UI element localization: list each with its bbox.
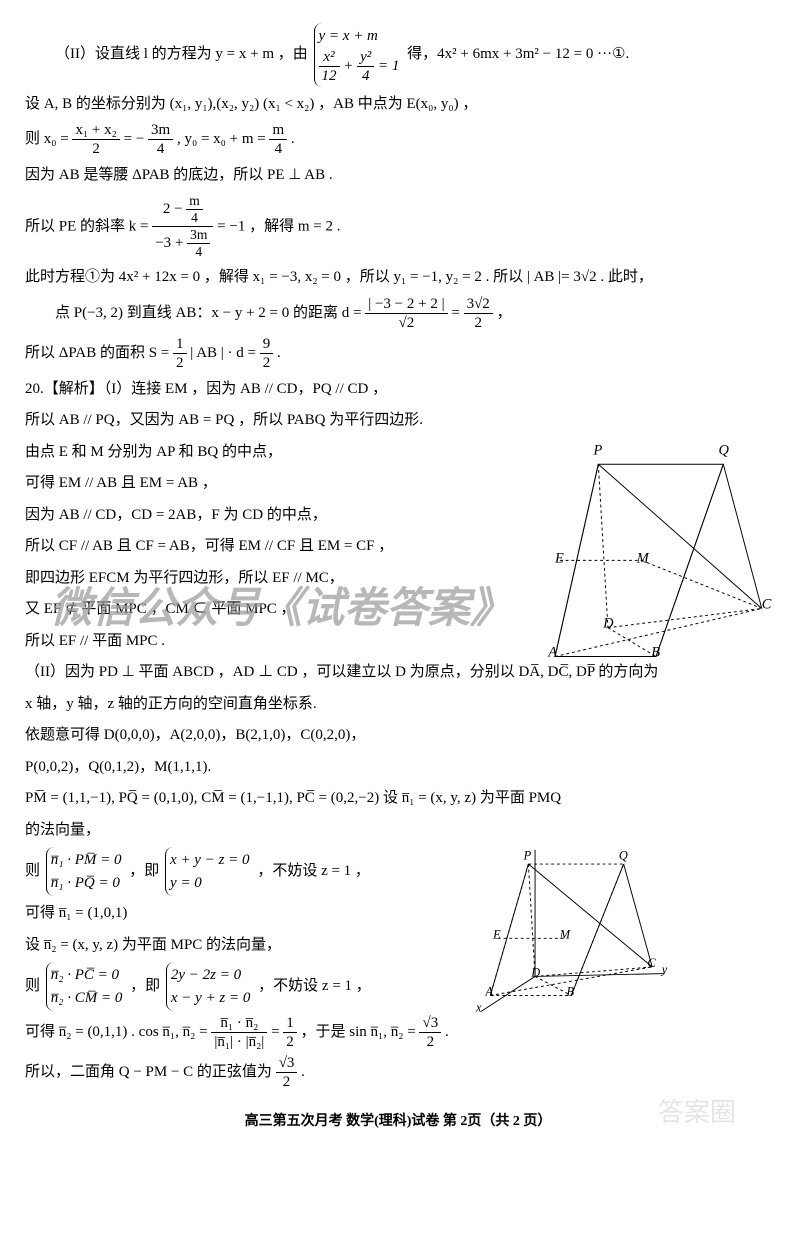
line-pe-slope: 所以 PE 的斜率 k = 2 − m4 −3 + 3m4 = −1 ，解得 m… xyxy=(25,193,771,261)
line-n2setup: 设 n̅₂ = (x, y, z) 为平面 MPC 的法向量， xyxy=(25,931,771,960)
line-p10: 由点 E 和 M 分别为 AP 和 BQ 的中点， xyxy=(25,438,771,467)
line-system-n1: 则 n̅₁ · PM̅ = 0 n̅₁ · PQ̅ = 0 ，即 x + y −… xyxy=(25,847,771,896)
line-p19: 依题意可得 D(0,0,0)，A(2,0,0)，B(2,1,0)，C(0,2,0… xyxy=(25,721,771,750)
line-p18: x 轴，y 轴，z 轴的正方向的空间直角坐标系. xyxy=(25,690,771,719)
line-coords: 设 A, B 的坐标分别为 (x₁, y₁),(x₂, y₂) (x₁ < x₂… xyxy=(25,90,771,119)
line-n1: 可得 n̅₁ = (1,0,1) xyxy=(25,899,771,928)
line-p15: 又 EF ⊄ 平面 MPC ，CM ⊂ 平面 MPC ， xyxy=(25,595,771,624)
line-area: 所以 ΔPAB 的面积 S = 12 | AB | · d = 92 . xyxy=(25,335,771,372)
line-II-intro: （II）设直线 l 的方程为 y = x + m ，由 y = x + m x²… xyxy=(25,23,771,87)
line-p17: （II）因为 PD ⊥ 平面 ABCD ，AD ⊥ CD ，可以建立以 D 为原… xyxy=(25,658,771,687)
line-final: 所以，二面角 Q − PM − C 的正弦值为 √32 . xyxy=(25,1054,771,1091)
line-p12: 因为 AB // CD，CD = 2AB，F 为 CD 的中点， xyxy=(25,501,771,530)
page-footer: 高三第五次月考 数学(理科)试卷 第 2页（共 2 页） xyxy=(25,1109,771,1136)
line-p22: 的法向量， xyxy=(25,816,771,845)
line-solve: 此时方程①为 4x² + 12x = 0 ，解得 x₁ = −3, x₂ = 0… xyxy=(25,263,771,292)
line-p14: 即四边形 EFCM 为平行四边形，所以 EF // MC， xyxy=(25,564,771,593)
line-p9: 所以 AB // PQ，又因为 AB = PQ ，所以 PABQ 为平行四边形. xyxy=(25,406,771,435)
line-x0: 则 x₀ = x₁ + x₂2 = − 3m4 , y₀ = x₀ + m = … xyxy=(25,121,771,158)
line-system-n2: 则 n̅₂ · PC̅ = 0 n̅₂ · CM̅ = 0 ，即 2y − 2z… xyxy=(25,962,771,1011)
line-p11: 可得 EM // AB 且 EM = AB ， xyxy=(25,469,771,498)
line-isoceles: 因为 AB 是等腰 ΔPAB 的底边，所以 PE ⊥ AB . xyxy=(25,161,771,190)
q20-header: 20.【解析】（I）连接 EM ，因为 AB // CD，PQ // CD ， xyxy=(25,375,771,404)
line-p21: PM̅ = (1,1,−1), PQ̅ = (0,1,0), CM̅ = (1,… xyxy=(25,784,771,813)
line-cos: 可得 n̅₂ = (0,1,1) . cos n̅₁, n̅₂ = n̅₁ · … xyxy=(25,1014,771,1051)
line-p13: 所以 CF // AB 且 CF = AB，可得 EM // CF 且 EM =… xyxy=(25,532,771,561)
line-p20: P(0,0,2)，Q(0,1,2)，M(1,1,1). xyxy=(25,753,771,782)
line-p16: 所以 EF // 平面 MPC . xyxy=(25,627,771,656)
line-distance: 点 P(−3, 2) 到直线 AB：x − y + 2 = 0 的距离 d = … xyxy=(25,295,771,332)
